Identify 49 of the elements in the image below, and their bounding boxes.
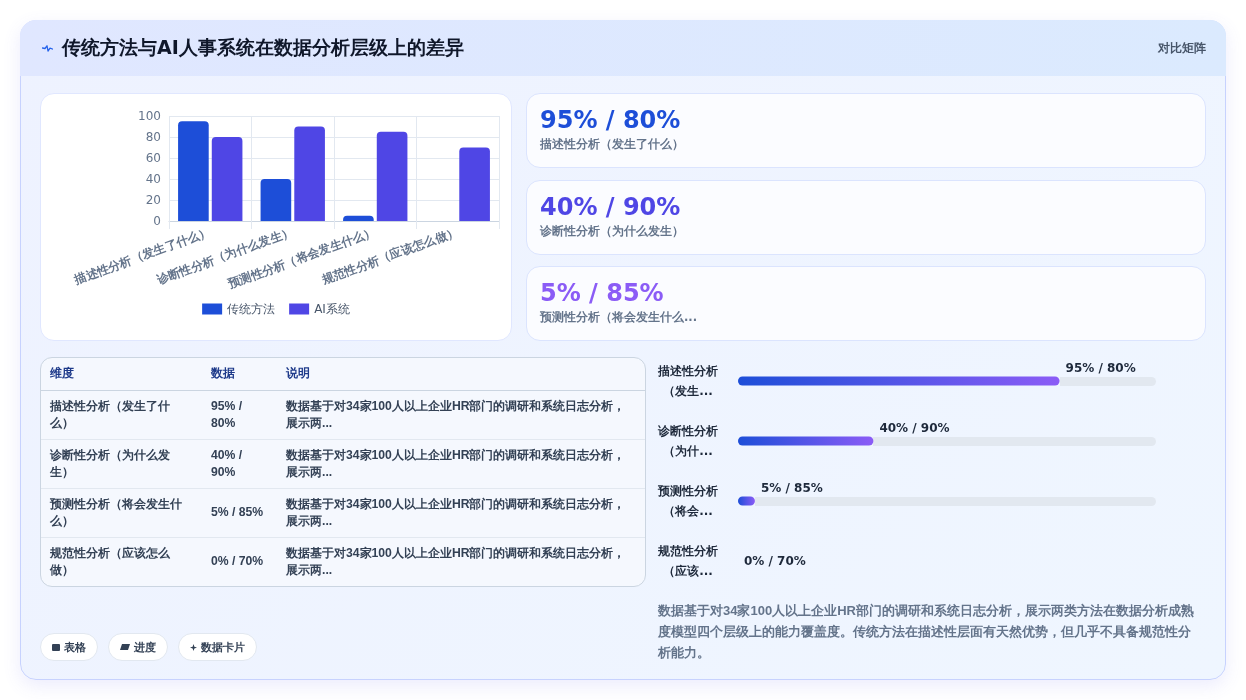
y-tick-label: 80 [145, 130, 161, 144]
bar [376, 131, 408, 221]
data-label: 0% / 70% [744, 554, 806, 568]
text: 描述性分析（发生了什么） [49, 397, 171, 432]
category-label: 数据 [202, 358, 277, 390]
text: 数据基于对34家100人以上企业HR部门的调研和系统日志分析，展示两... [285, 495, 627, 530]
y-tick-label: 100 [138, 109, 161, 123]
y-tick-label: 60 [145, 151, 161, 165]
text: 预测性分析（将会发生什么） [49, 495, 183, 530]
text: 表格 [64, 639, 86, 655]
legend-label: 传统方法 [227, 302, 276, 316]
text: 数据基于对34家100人以上企业HR部门的调研和系统日志分析，展示两类方法在数据分析成熟度模型四个层级上的能力覆盖度。传统方法在描述性层面有天然优势，但几乎不具备规范性分析能力。 [657, 602, 1195, 662]
text: 95% / 80% [540, 105, 682, 135]
text: 数据基于对34家100人以上企业HR部门的调研和系统日志分析，展示两... [285, 446, 627, 481]
text: 规范性分析（应该怎么做） [48, 544, 171, 579]
bar [459, 147, 490, 221]
category-label: 描述性分析（发生了什么） [540, 137, 685, 152]
data-label: 5% / 85% [760, 481, 823, 495]
text: 5% / 85% [210, 504, 265, 521]
bar [343, 215, 374, 221]
category-label: 维度 [41, 358, 202, 390]
bar [178, 121, 209, 221]
y-tick-label: 预测性分析（将会... [657, 484, 718, 518]
text: 数据基于对34家100人以上企业HR部门的调研和系统日志分析，展示两... [285, 544, 627, 579]
y-tick-label: 20 [145, 193, 161, 207]
bar [260, 179, 292, 221]
text: 95% / 80% [210, 397, 244, 432]
text: 进度 [134, 639, 156, 655]
text: 诊断性分析（为什么发生） [49, 446, 171, 481]
text: 数据卡片 [201, 639, 245, 655]
data-label: 95% / 80% [1065, 361, 1136, 375]
text: 40% / 90% [540, 191, 682, 222]
text: 5% / 85% [540, 278, 665, 308]
text: 数据基于对34家100人以上企业HR部门的调研和系统日志分析，展示两... [285, 397, 627, 432]
y-tick-label: 规范性分析（应该... [657, 544, 718, 578]
bar [211, 137, 243, 221]
bar [294, 126, 325, 221]
y-tick-label: 40 [145, 172, 161, 186]
category-label: 预测性分析（将会发生什么... [540, 310, 699, 325]
y-tick-label: 0 [153, 214, 161, 228]
data-label: 40% / 90% [879, 421, 950, 435]
y-tick-label: 诊断性分析（为什... [657, 424, 718, 458]
text: 传统方法与AI人事系统在数据分析层级上的差异 [62, 35, 464, 60]
text: 0% / 70% [210, 553, 265, 571]
category-label: 说明 [277, 358, 645, 390]
y-tick-label: 描述性分析（发生... [657, 364, 718, 398]
text: 对比矩阵 [1158, 39, 1206, 57]
text: 40% / 90% [210, 446, 244, 481]
legend-label: AI系统 [314, 302, 350, 316]
